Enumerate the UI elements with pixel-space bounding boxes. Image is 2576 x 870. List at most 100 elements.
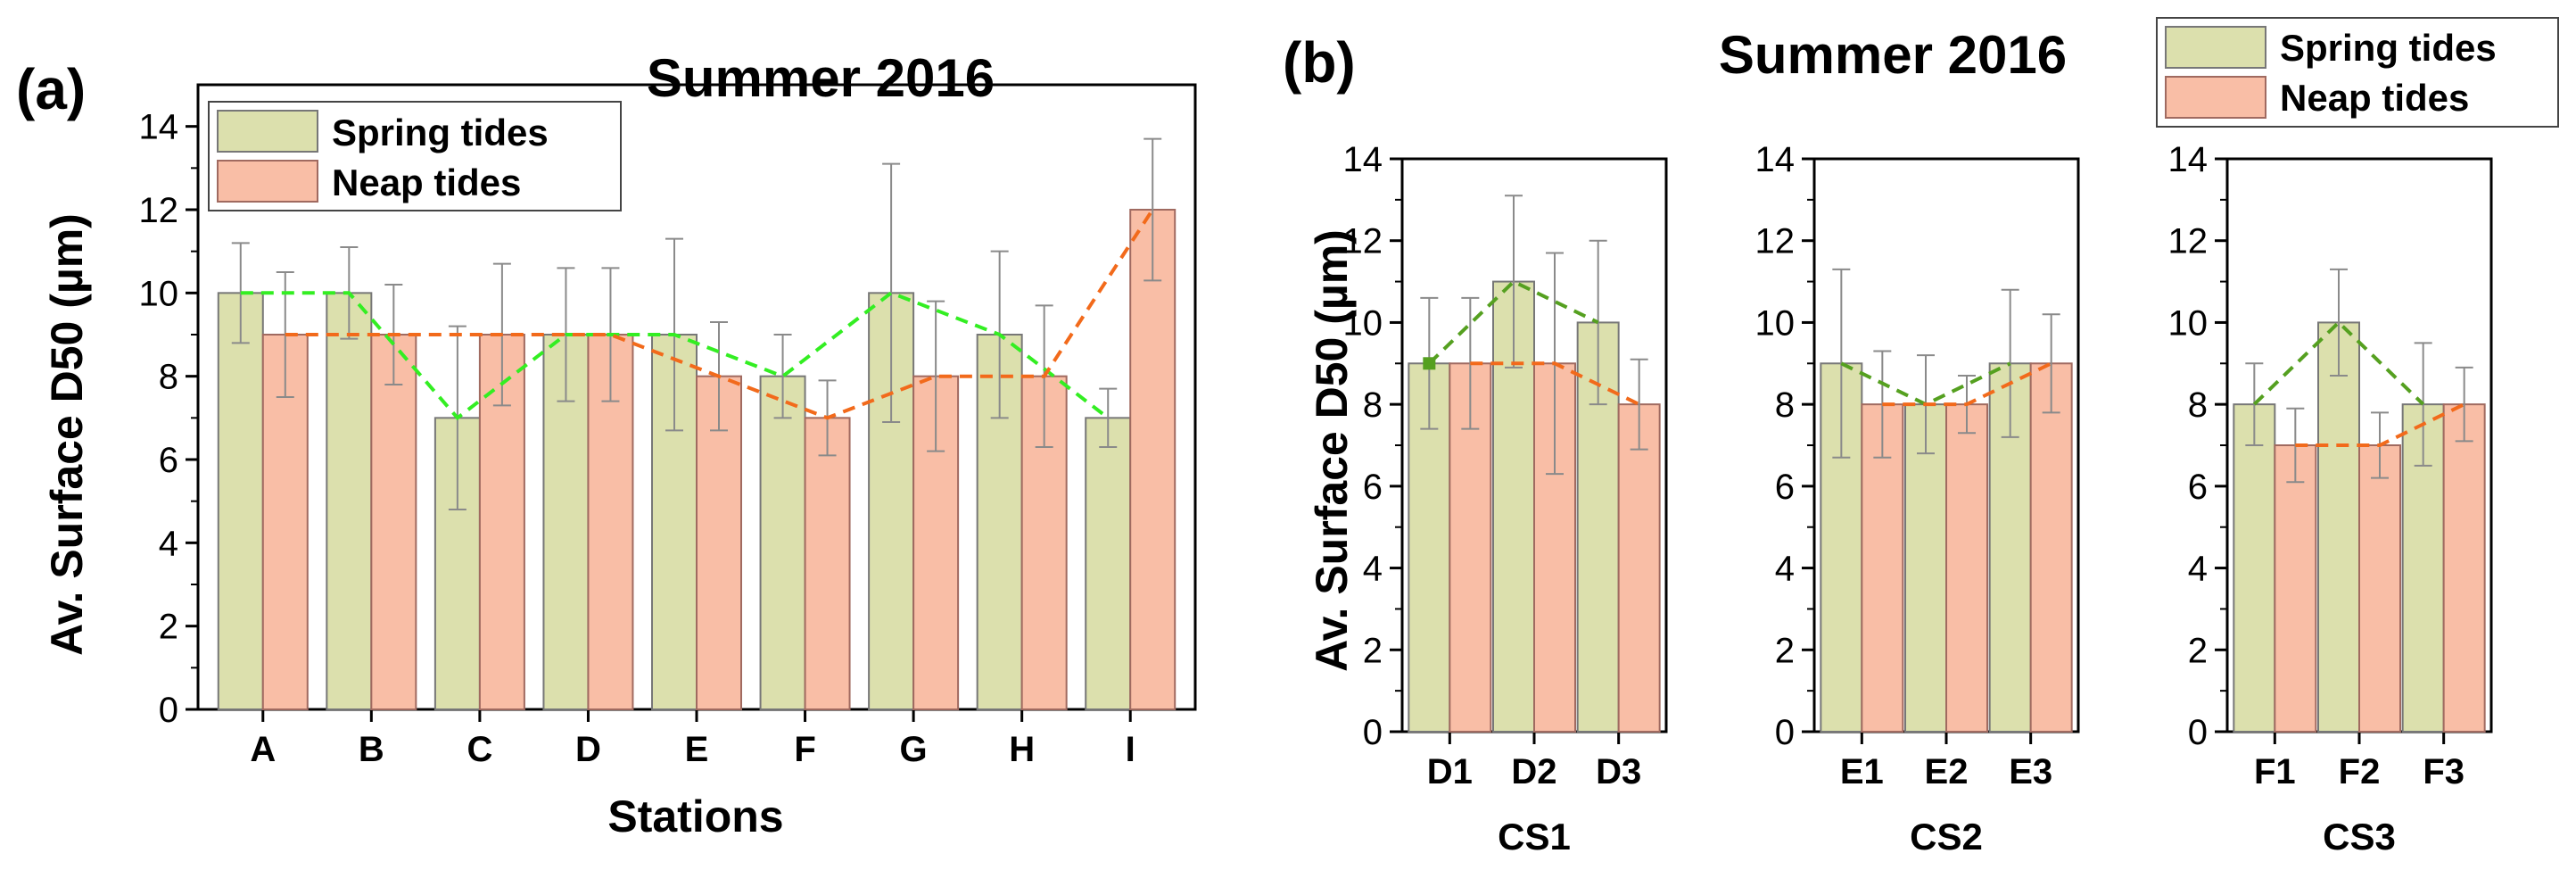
subplot-cs1-group-label: CS1: [1498, 816, 1571, 858]
subplot-cs2-ytick-label: 10: [1755, 303, 1796, 343]
panel-a-category-label: B: [359, 730, 384, 769]
panel-b-label: (b): [1283, 30, 1356, 95]
subplot-cs2-ytick-label: 4: [1775, 550, 1795, 589]
panel-a-bar-neap: [804, 417, 851, 710]
chart-marks: 0 2 4 6 8 10 12 14 A B C D E F G H I 0 2 4 6 8 10 12 14 D1 D2 D3 0 2 4…: [139, 83, 2493, 791]
subplot-cs1-line-neap: [1470, 361, 1640, 406]
subplot-cs3-bar-neap: [2358, 444, 2401, 733]
subplot-cs3-ytick-label: 12: [2168, 222, 2209, 261]
panel-a-ytick-label: 8: [159, 358, 178, 397]
panel-a-bar-neap: [1129, 209, 1177, 710]
panel-a-category-label: G: [900, 730, 928, 769]
subplot-cs3-ytick-label: 10: [2168, 303, 2209, 343]
subplot-cs1-ytick-label: 0: [1363, 713, 1383, 752]
legend-a-swatch-spring: [217, 110, 318, 153]
subplot-cs3-ytick-label: 8: [2188, 385, 2208, 425]
subplot-cs2-ytick-label: 6: [1775, 468, 1795, 507]
panel-a-category-label: H: [1009, 730, 1035, 769]
subplot-cs2-bar-neap: [1861, 403, 1904, 733]
panel-b-title: Summer 2016: [1719, 25, 2067, 85]
subplot-cs2-category-label: E1: [1840, 752, 1884, 791]
panel-a-category-label: C: [466, 730, 492, 769]
panel-a-category-label: D: [575, 730, 601, 769]
subplot-cs3-line-spring: [2252, 319, 2425, 406]
subplot-cs2-ytick-label: 14: [1755, 140, 1796, 179]
subplot-cs2-line-neap: [1882, 361, 2052, 407]
subplot-cs3-ytick-label: 6: [2188, 468, 2208, 507]
subplot-cs2-bar-neap: [2029, 362, 2073, 733]
subplot-cs2-ytick-label: 12: [1755, 222, 1796, 261]
subplot-cs1-ytick-label: 2: [1363, 631, 1383, 670]
subplot-cs1-ytick-label: 14: [1343, 140, 1383, 179]
subplot-cs3-line-neap: [2295, 402, 2465, 447]
subplot-cs2-category-label: E3: [2009, 752, 2052, 791]
panel-a-ytick-label: 2: [159, 608, 178, 647]
legend-a-swatch-neap: [217, 160, 318, 203]
panel-a-ytick-label: 14: [139, 108, 179, 147]
subplot-cs1-ytick-label: 12: [1343, 222, 1383, 261]
subplot-cs3-ytick-label: 14: [2168, 140, 2209, 179]
subplot-cs2-category-label: E2: [1925, 752, 1969, 791]
panel-a-title: Summer 2016: [647, 48, 995, 108]
panel-a-category-label: F: [794, 730, 815, 769]
subplot-cs1-ytick-label: 6: [1363, 468, 1383, 507]
panel-a-ylabel: Av. Surface D50 (µm): [42, 213, 92, 656]
subplot-cs3-group-label: CS3: [2323, 816, 2396, 858]
legend-a: Spring tides Neap tides: [208, 101, 622, 211]
panel-a-category-label: I: [1126, 730, 1135, 769]
subplot-cs3-bar-neap: [2274, 444, 2317, 733]
subplot-cs3-ytick-label: 2: [2188, 631, 2208, 670]
legend-b-label-spring: Spring tides: [2280, 27, 2497, 69]
panel-a-ytick-label: 6: [159, 441, 178, 480]
legend-b-label-neap: Neap tides: [2280, 77, 2469, 119]
subplot-cs1-category-label: D2: [1511, 752, 1556, 791]
panel-b-ylabel: Av. Surface D50 (µm): [1307, 229, 1357, 672]
subplot-cs2-group-label: CS2: [1910, 816, 1983, 858]
legend-a-label-spring: Spring tides: [332, 112, 549, 153]
subplot-cs2-ytick-label: 8: [1775, 385, 1795, 425]
subplot-cs2-plot: 0 2 4 6 8 10 12 14 E1 E2 E3: [1755, 140, 2080, 791]
panel-a-line-neap: [285, 208, 1154, 420]
subplot-cs3-bar-spring: [2317, 321, 2360, 733]
legend-b-swatch-neap: [2165, 76, 2266, 119]
subplot-cs1-bar-neap: [1617, 403, 1661, 733]
subplot-cs1-ytick-label: 8: [1363, 385, 1383, 425]
subplot-cs3-category-label: F3: [2423, 752, 2465, 791]
subplot-cs2-bar-neap: [1945, 403, 1988, 733]
panel-a-bar-spring: [1085, 417, 1132, 710]
subplot-cs3-ytick-label: 4: [2188, 550, 2208, 589]
panel-a-ytick-label: 12: [139, 191, 179, 230]
panel-a-line-spring: [240, 291, 1110, 421]
legend-b: Spring tides Neap tides: [2156, 17, 2559, 128]
panel-a-category-label: A: [250, 730, 276, 769]
subplot-cs3-category-label: F1: [2254, 752, 2296, 791]
panel-a-bar-spring: [326, 292, 373, 710]
subplot-cs3-bar-neap: [2442, 403, 2486, 733]
panel-a-bar-neap: [370, 334, 417, 710]
legend-a-label-neap: Neap tides: [332, 162, 521, 203]
panel-a-category-label: E: [685, 730, 709, 769]
subplot-cs3-category-label: F2: [2339, 752, 2381, 791]
subplot-cs1-category-label: D3: [1596, 752, 1641, 791]
subplot-cs3-bar-spring: [2233, 403, 2276, 733]
subplot-cs1-ytick-label: 10: [1343, 303, 1383, 343]
legend-b-swatch-spring: [2165, 26, 2266, 69]
panel-a-ytick-label: 10: [139, 274, 179, 313]
panel-a-xlabel: Stations: [607, 791, 783, 841]
panel-a-bar-neap: [696, 375, 742, 710]
subplot-cs3-plot: 0 2 4 6 8 10 12 14 F1 F2 F3: [2168, 140, 2493, 791]
panel-a-bar-spring: [217, 292, 264, 710]
subplot-cs3-ytick-label: 0: [2188, 713, 2208, 752]
panel-a-bar-spring: [759, 375, 806, 710]
subplot-cs1-marker-spring: [1423, 357, 1436, 370]
panel-a-plot: 0 2 4 6 8 10 12 14 A B C D E F G H I: [139, 83, 1197, 769]
panel-a-ytick-label: 0: [159, 691, 178, 730]
subplot-cs1-plot: 0 2 4 6 8 10 12 14 D1 D2 D3: [1343, 140, 1668, 791]
subplot-cs2-ytick-label: 0: [1775, 713, 1795, 752]
subplot-cs1-ytick-label: 4: [1363, 550, 1383, 589]
panel-a-ytick-label: 4: [159, 524, 178, 563]
subplot-cs1-category-label: D1: [1427, 752, 1473, 791]
subplot-cs2-ytick-label: 2: [1775, 631, 1795, 670]
subplot-cs2-bar-spring: [1904, 403, 1947, 733]
